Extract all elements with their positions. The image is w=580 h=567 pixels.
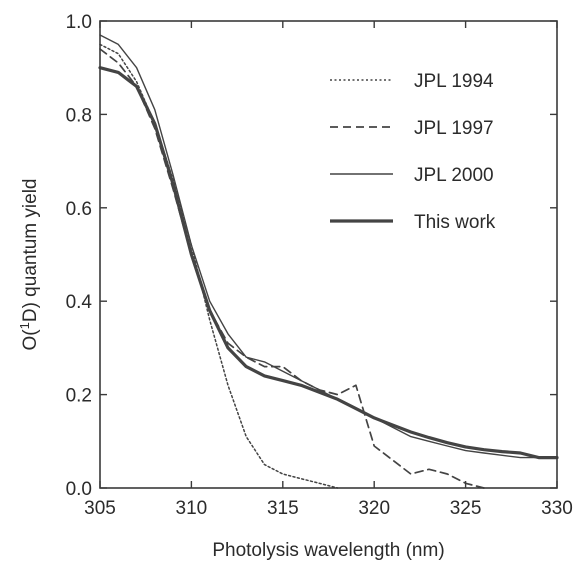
series-line-jpl-1994 bbox=[99, 43, 339, 489]
legend-label: This work bbox=[414, 212, 496, 233]
y-tick-label: 0.0 bbox=[66, 479, 92, 500]
series-line-this-work bbox=[98, 66, 559, 460]
plot-frame bbox=[99, 20, 558, 489]
x-tick-label: 315 bbox=[267, 498, 299, 519]
y-axis-title: O(1D) quantum yield bbox=[17, 179, 41, 351]
x-tick-label: 320 bbox=[358, 498, 390, 519]
x-tick-label: 330 bbox=[541, 498, 573, 519]
series-layer bbox=[98, 34, 559, 489]
legend: JPL 1994 JPL 1997 JPL 2000 This work bbox=[330, 71, 496, 233]
y-tick-label: 0.4 bbox=[66, 292, 93, 313]
y-axis-title-superscript: 1 bbox=[17, 322, 32, 329]
y-tick-label: 0.6 bbox=[66, 199, 92, 220]
x-tick-label: 310 bbox=[176, 498, 208, 519]
x-axis-title: Photolysis wavelength (nm) bbox=[212, 540, 444, 561]
legend-label: JPL 1994 bbox=[414, 71, 494, 92]
ticks-layer: 305 310 315 320 325 330 0.0 0.2 0.4 0.6 0.8 1.0 bbox=[66, 12, 573, 519]
y-axis-title-post: D) quantum yield bbox=[20, 179, 41, 323]
y-tick-label: 0.8 bbox=[66, 105, 92, 126]
x-tick-label: 305 bbox=[84, 498, 116, 519]
x-tick-label: 325 bbox=[450, 498, 482, 519]
y-axis-title-pre: O( bbox=[20, 329, 41, 351]
legend-label: JPL 2000 bbox=[414, 165, 494, 186]
legend-label: JPL 1997 bbox=[414, 118, 494, 139]
y-tick-label: 1.0 bbox=[66, 12, 92, 33]
series-line-jpl-1997 bbox=[99, 48, 485, 489]
y-tick-label: 0.2 bbox=[66, 386, 92, 407]
